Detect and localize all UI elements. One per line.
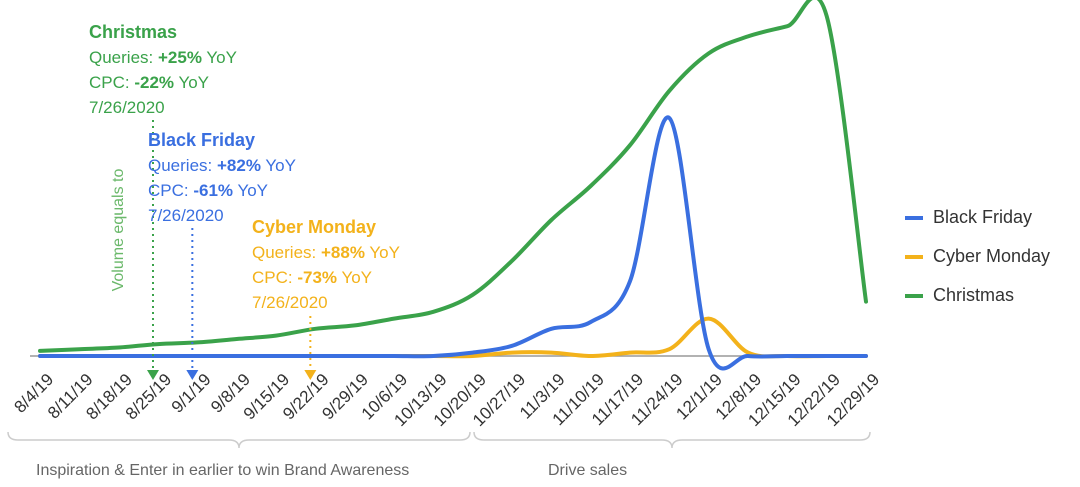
christmas-annotation: Christmas Queries: +25% YoY CPC: -22% Yo…	[89, 20, 237, 120]
legend-item-christmas: Christmas	[905, 276, 1050, 315]
legend-swatch	[905, 293, 923, 298]
series-line-cyber-monday	[38, 316, 868, 359]
series-line-christmas	[38, 0, 868, 353]
cyber-monday-date: 7/26/2020	[252, 293, 328, 312]
christmas-cpc: CPC: -22% YoY	[89, 73, 210, 92]
cyber-monday-annotation-title: Cyber Monday	[252, 217, 377, 237]
black-friday-marker-arrow-icon	[186, 370, 199, 380]
legend-swatch	[905, 254, 923, 259]
black-friday-queries: Queries: +82% YoY	[148, 156, 296, 175]
black-friday-cpc: CPC: -61% YoY	[148, 181, 269, 200]
phase-label-awareness: Inspiration & Enter in earlier to win Br…	[36, 462, 410, 479]
legend-label: Cyber Monday	[933, 246, 1051, 266]
legend-item-black-friday: Black Friday	[905, 198, 1050, 237]
volume-equals-label: Volume equals to	[110, 168, 127, 292]
legend-swatch	[905, 215, 923, 220]
legend-label: Christmas	[933, 285, 1015, 305]
legend-item-cyber-monday: Cyber Monday	[905, 237, 1050, 276]
phase-bracket-awareness	[7, 431, 471, 449]
christmas-annotation-title: Christmas	[89, 22, 178, 42]
christmas-queries: Queries: +25% YoY	[89, 48, 237, 67]
cyber-monday-marker-arrow-icon	[304, 370, 317, 380]
phase-label-drive-sales: Drive sales	[548, 462, 628, 479]
christmas-date: 7/26/2020	[89, 98, 165, 117]
cyber-monday-cpc: CPC: -73% YoY	[252, 268, 373, 287]
cyber-monday-queries: Queries: +88% YoY	[252, 243, 400, 262]
christmas-marker-arrow-icon	[147, 370, 159, 380]
legend: Black Friday Cyber Monday Christmas	[905, 198, 1050, 315]
cyber-monday-annotation: Cyber Monday Queries: +88% YoY CPC: -73%…	[252, 215, 400, 315]
black-friday-annotation-title: Black Friday	[148, 130, 256, 150]
phase-bracket-drive-sales	[473, 431, 871, 449]
legend-label: Black Friday	[933, 207, 1033, 227]
black-friday-date: 7/26/2020	[148, 206, 224, 225]
black-friday-annotation: Black Friday Queries: +82% YoY CPC: -61%…	[148, 128, 296, 228]
